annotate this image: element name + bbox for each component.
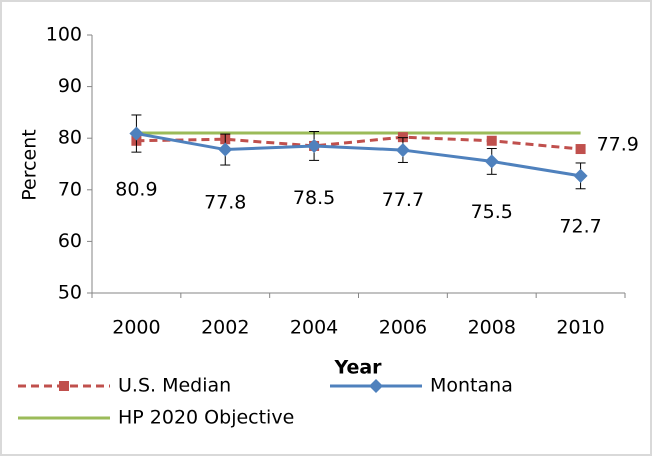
marker (486, 135, 497, 146)
data-label: 75.5 (471, 201, 513, 223)
y-tick-label: 90 (58, 75, 82, 97)
marker (307, 138, 322, 153)
x-tick-label: 2002 (201, 317, 249, 339)
y-tick-label: 50 (58, 282, 82, 304)
marker (395, 143, 410, 158)
y-tick-label: 80 (58, 127, 82, 149)
marker (573, 168, 588, 183)
data-label: 72.7 (559, 215, 601, 237)
y-tick-label: 70 (58, 178, 82, 200)
x-tick-label: 2000 (112, 317, 160, 339)
marker (218, 142, 233, 157)
y-axis-label: Percent (19, 129, 41, 201)
legend-label: HP 2020 Objective (118, 407, 294, 429)
data-label: 77.7 (382, 189, 424, 211)
y-tick-label: 60 (58, 230, 82, 252)
marker (575, 144, 586, 155)
marker (59, 381, 69, 391)
x-tick-label: 2006 (379, 317, 427, 339)
x-tick-label: 2004 (290, 317, 338, 339)
series-line (136, 132, 581, 178)
legend-label: U.S. Median (118, 375, 231, 397)
data-label: 77.9 (597, 134, 639, 156)
marker (129, 126, 144, 141)
data-label: 78.5 (293, 187, 335, 209)
data-label: 80.9 (115, 179, 157, 201)
marker (397, 132, 408, 143)
x-axis-label: Year (333, 357, 382, 379)
y-tick-label: 100 (46, 24, 82, 46)
legend-label: Montana (430, 375, 513, 397)
marker (484, 154, 499, 169)
marker (369, 379, 383, 393)
x-tick-label: 2008 (468, 317, 516, 339)
data-label: 77.8 (204, 192, 246, 214)
x-tick-label: 2010 (556, 317, 604, 339)
series-line (136, 135, 581, 151)
